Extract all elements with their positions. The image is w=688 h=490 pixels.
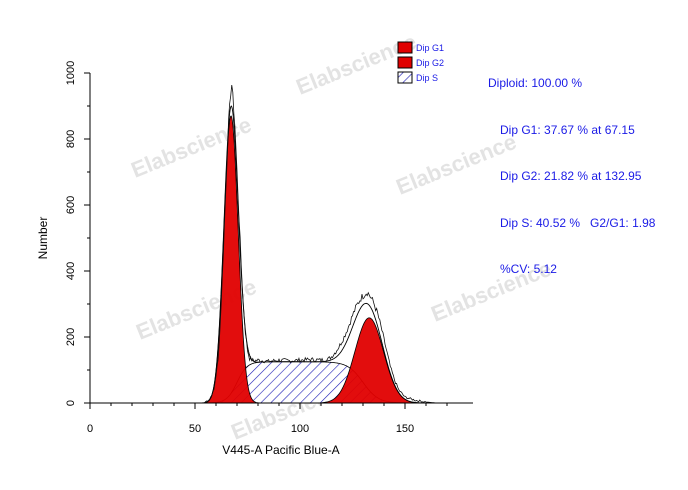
y-tick-label: 1000: [65, 61, 77, 85]
stat-cv: %CV: 5.12: [500, 262, 557, 276]
x-axis-ticks: 0 50 100 150: [87, 403, 448, 435]
legend: Dip G1 Dip G2 Dip S: [397, 41, 444, 84]
stat-diploid: Diploid: 100.00 %: [488, 76, 583, 90]
model-statistics: Diploid: 100.00 % Dip G1: 37.67 % at 67.…: [488, 45, 655, 293]
legend-swatch-s: [397, 71, 413, 84]
legend-label-g1: Dip G1: [416, 43, 444, 53]
g1-peak-area: [198, 115, 269, 404]
legend-label-g2: Dip G2: [416, 58, 444, 68]
legend-label-s: Dip S: [416, 73, 438, 83]
y-axis-label: Number: [36, 217, 50, 260]
raw-histogram-line: [184, 84, 447, 404]
stat-g2: Dip G2: 21.82 % at 132.95: [500, 169, 642, 183]
x-tick-label: 100: [291, 423, 309, 435]
stat-s: Dip S: 40.52 % G2/G1: 1.98: [500, 215, 656, 230]
y-tick-label: 600: [65, 196, 77, 214]
x-tick-label: 0: [87, 423, 93, 435]
legend-swatch-g1: [397, 41, 413, 54]
x-tick-label: 50: [189, 423, 201, 435]
x-tick-label: 150: [396, 423, 414, 435]
x-axis-label: V445-A Pacific Blue-A: [222, 443, 339, 457]
y-tick-label: 800: [65, 130, 77, 148]
y-tick-label: 200: [65, 328, 77, 346]
y-tick-label: 400: [65, 262, 77, 280]
stat-g1: Dip G1: 37.67 % at 67.15: [500, 122, 635, 137]
y-tick-label: 0: [65, 400, 77, 406]
legend-swatch-g2: [397, 56, 413, 69]
y-axis-ticks: 0 200 400 600 800 1000: [65, 61, 90, 406]
